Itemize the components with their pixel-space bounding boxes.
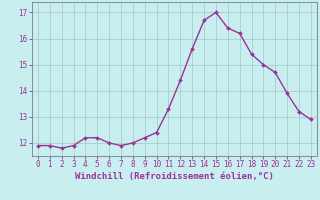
X-axis label: Windchill (Refroidissement éolien,°C): Windchill (Refroidissement éolien,°C) xyxy=(75,172,274,181)
